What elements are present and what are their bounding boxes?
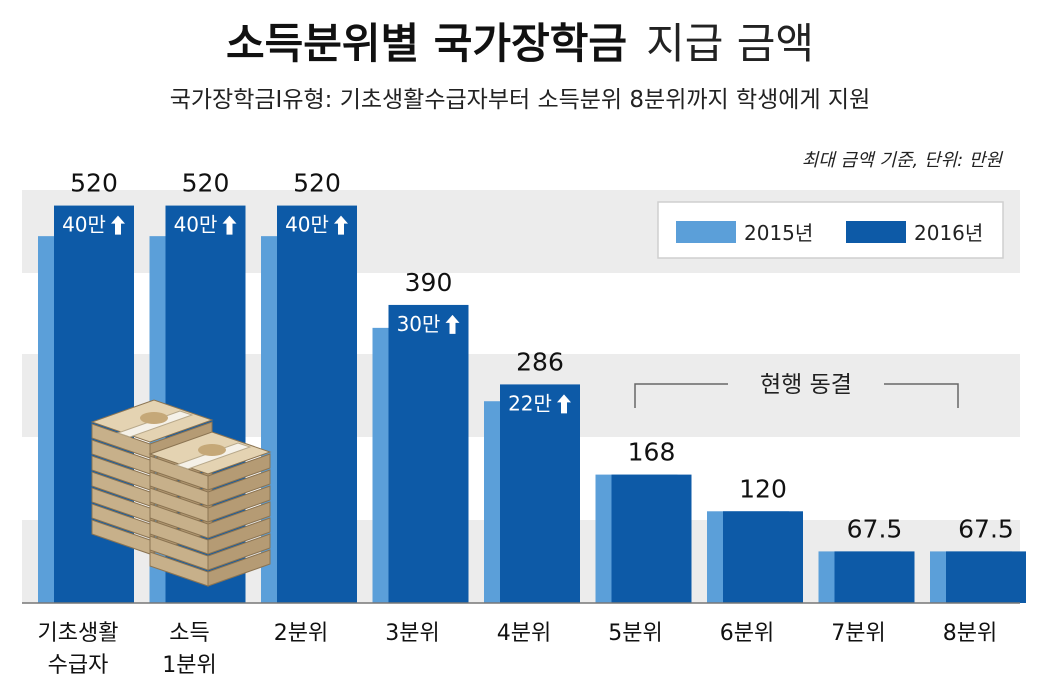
value-label: 168	[628, 438, 676, 467]
bar-2016	[277, 205, 357, 604]
unit-note: 최대 금액 기준, 단위: 만원	[802, 150, 1004, 171]
legend: 2015년 2016년	[657, 201, 1004, 259]
up-arrow-icon	[222, 215, 237, 235]
chart-title-bold: 소득분위별 국가장학금	[226, 19, 627, 68]
bill-side-right	[207, 549, 271, 587]
money-stack	[148, 431, 272, 587]
x-axis: 기초생활수급자 소득 1분위 2분위 3분위 4분위 5분위 6분위 7분위 8분위	[22, 602, 1020, 678]
increase-badge: 30만	[397, 312, 460, 336]
value-label: 286	[516, 347, 564, 376]
x-tick-label: 7분위	[831, 621, 885, 646]
increase-badge: 40만	[174, 213, 237, 237]
increase-label: 40만	[62, 213, 106, 237]
up-arrow-icon	[445, 314, 460, 334]
frozen-bracket-left	[634, 383, 728, 408]
bar-2016	[946, 551, 1026, 603]
bar-2016	[834, 551, 915, 603]
x-tick-label: 수급자	[48, 653, 109, 678]
value-label: 120	[739, 474, 787, 503]
x-tick-label: 4분위	[497, 621, 551, 646]
frozen-label: 현행 동결	[760, 372, 852, 398]
x-tick-label: 소득	[169, 621, 209, 646]
bar-2016	[500, 384, 580, 603]
bar-2016	[388, 304, 469, 603]
value-label: 520	[293, 169, 341, 198]
increase-label: 40만	[174, 213, 218, 237]
value-label: 520	[182, 169, 230, 198]
up-arrow-icon	[557, 394, 571, 414]
frozen-bracket-right	[884, 383, 959, 408]
bill-side-right	[207, 517, 271, 555]
bars: 520 40만 520 40만 520 40만 390 30만 286 22만 168 120 67.5…	[38, 169, 1026, 604]
x-tick-label: 8분위	[943, 621, 997, 646]
increase-badge: 22만	[508, 391, 571, 415]
x-tick-label: 6분위	[720, 621, 774, 646]
x-tick-label: 기초생활	[38, 621, 119, 646]
money-stacks-icon	[90, 399, 272, 587]
value-label: 390	[405, 268, 453, 297]
value-label: 520	[70, 169, 118, 198]
chart-subtitle: 국가장학금Ⅰ유형: 기초생활수급자부터 소득분위 8분위까지 학생에게 지원	[170, 87, 871, 113]
increase-label: 40만	[285, 213, 329, 237]
x-tick-label: 2분위	[274, 621, 328, 646]
legend-swatch-2015	[676, 221, 736, 243]
value-label: 67.5	[958, 514, 1014, 543]
chart-title: 소득분위별 국가장학금 지급 금액	[226, 19, 814, 68]
increase-badge: 40만	[285, 213, 348, 237]
x-tick-label: 5분위	[608, 621, 662, 646]
increase-label: 30만	[397, 312, 441, 336]
value-label: 67.5	[847, 514, 903, 543]
bill-side-right	[207, 533, 271, 571]
chart-title-regular: 지급 금액	[646, 19, 814, 68]
x-tick-label: 3분위	[385, 621, 439, 646]
legend-label-2015: 2015년	[744, 221, 813, 245]
increase-label: 22만	[508, 391, 552, 415]
up-arrow-icon	[111, 215, 125, 235]
bill-side-right	[207, 501, 271, 539]
frozen-bracket: 현행 동결	[634, 372, 959, 408]
bill-emblem	[198, 444, 226, 456]
up-arrow-icon	[334, 215, 348, 235]
legend-swatch-2016	[846, 221, 906, 243]
x-tick-label: 1분위	[162, 653, 216, 678]
bill-side-right	[207, 485, 271, 523]
bar-2016	[611, 474, 692, 603]
bar-2016	[723, 511, 803, 603]
bill-side-right	[207, 469, 271, 507]
increase-badge: 40만	[62, 213, 125, 237]
legend-label-2016: 2016년	[914, 221, 983, 245]
bill-emblem	[140, 412, 168, 424]
bill-side-right	[207, 453, 271, 491]
